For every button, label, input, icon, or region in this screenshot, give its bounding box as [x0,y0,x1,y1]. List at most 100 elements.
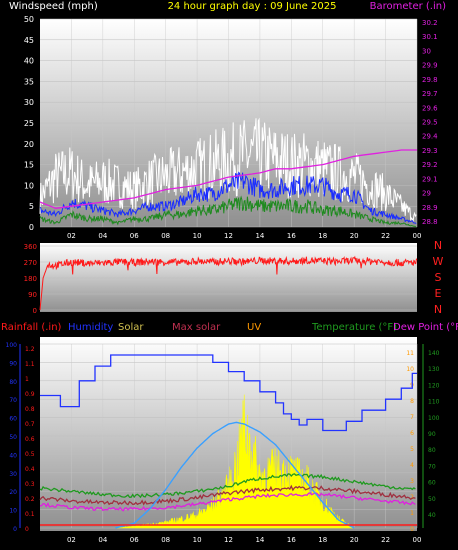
barometer-tick-label: 28.9 [422,204,438,212]
time-tick-label: 10 [193,536,202,544]
direction-tick-label: 90 [28,291,37,299]
time-tick-label: 04 [98,536,107,544]
rainfall-tick-label: 1 [25,376,29,383]
barometer-tick-label: 30.1 [422,33,438,41]
humidity-tick-label: 70 [9,397,17,404]
barometer-tick-label: 29.4 [422,133,438,141]
time-tick-label: 06 [130,232,139,240]
temperature-tick-label: 140 [428,350,440,357]
time-tick-label: 00 [413,536,422,544]
temperature-tick-label: 90 [428,431,436,438]
chart-title: 24 hour graph day : 09 June 2025 [168,1,337,12]
compass-e: E [435,287,442,300]
humidity-tick-label: 40 [9,452,17,459]
humidity-tick-label: 20 [9,489,17,496]
wind-direction-line [39,255,418,311]
temperature-tick-label: 120 [428,382,440,389]
rainfall-tick-label: 0.4 [25,466,35,473]
direction-tick-label: 270 [24,259,37,267]
barometer-tick-label: 29.1 [422,175,438,183]
rainfall-tick-label: 0.5 [25,451,35,458]
barometer-axis-title: Barometer (.in) [370,1,446,12]
barometer-tick-label: 29.9 [422,62,438,70]
windspeed-tick-label: 35 [24,77,34,86]
time-tick-label: 22 [381,232,390,240]
uv-tick-label: 11 [406,350,414,357]
temperature-tick-label: 100 [428,415,440,422]
legend-solar: Solar [118,322,144,333]
wind-minimum-line [39,195,417,228]
time-tick-label: 18 [318,232,327,240]
rainfall-tick-label: 0.3 [25,481,35,488]
uv-tick-label: 2 [410,494,414,501]
windspeed-tick-label: 5 [29,202,34,211]
barometer-tick-label: 29.6 [422,104,438,112]
temperature-tick-label: 40 [428,512,436,519]
uv-tick-label: 0 [410,526,414,533]
time-tick-label: 04 [98,232,107,240]
time-tick-label: 02 [67,232,76,240]
barometer-tick-label: 29.8 [422,76,438,84]
windspeed-tick-label: 45 [24,36,34,45]
time-tick-label: 10 [193,232,202,240]
windspeed-tick-label: 25 [24,119,34,128]
time-tick-label: 12 [224,536,233,544]
humidity-tick-label: 10 [9,508,17,515]
temperature-tick-label: 110 [428,399,440,406]
humidity-tick-label: 30 [9,471,17,478]
time-tick-label: 08 [161,232,170,240]
humidity-tick-label: 100 [6,342,18,349]
windspeed-tick-label: 50 [24,15,34,24]
compass-s: S [435,271,442,284]
direction-tick-label: 180 [24,275,37,283]
rainfall-tick-label: 0.1 [25,511,35,518]
rainfall-tick-label: 1.1 [25,361,35,368]
temperature-tick-label: 50 [428,496,436,503]
time-tick-label: 12 [224,232,233,240]
uv-tick-label: 10 [406,366,414,373]
windspeed-tick-label: 40 [24,57,34,66]
legend: Rainfall (.in) Humidity Solar Max solar … [1,322,458,333]
uv-tick-label: 5 [410,446,414,453]
direction-tick-label: 0 [33,307,37,315]
uv-tick-label: 8 [410,398,414,405]
time-tick-label: 20 [350,232,359,240]
rainfall-tick-label: 0.7 [25,421,35,428]
barometer-line [39,149,417,209]
rainfall-tick-label: 0.9 [25,391,35,398]
humidity-tick-label: 90 [9,360,17,367]
compass-n-top: N [434,239,442,252]
barometer-tick-label: 29.7 [422,90,438,98]
time-tick-label: 02 [67,536,76,544]
time-tick-label: 14 [255,232,264,240]
rainfall-tick-label: 0.2 [25,496,35,503]
windspeed-tick-label: 20 [24,140,34,149]
legend-uv: UV [247,322,261,333]
uv-tick-label: 4 [410,462,414,469]
rainfall-tick-label: 1.2 [25,346,35,353]
barometer-tick-label: 29 [422,190,431,198]
rainfall-tick-label: 0.6 [25,436,35,443]
legend-humidity: Humidity [68,322,113,333]
rainfall-tick-label: 0.8 [25,406,35,413]
uv-tick-label: 6 [410,430,414,437]
temperature-tick-label: 60 [428,480,436,487]
uv-tick-label: 3 [410,478,414,485]
uv-tick-label: 1 [410,510,414,517]
time-tick-label: 16 [287,232,296,240]
legend-temperature: Temperature (°F) [311,322,397,333]
temperature-tick-label: 130 [428,366,440,373]
wind-gust-line [39,117,417,222]
windspeed-axis-title: Windspeed (mph) [9,1,98,12]
time-tick-label: 22 [381,536,390,544]
temperature-tick-label: 80 [428,447,436,454]
humidity-tick-label: 60 [9,416,17,423]
direction-panel-background [40,243,417,312]
windspeed-tick-label: 30 [24,98,34,107]
uv-curve [115,421,355,529]
time-tick-label: 20 [350,536,359,544]
temperature-tick-label: 70 [428,463,436,470]
windspeed-tick-label: 0 [29,223,34,232]
wind-average-line [39,171,417,224]
